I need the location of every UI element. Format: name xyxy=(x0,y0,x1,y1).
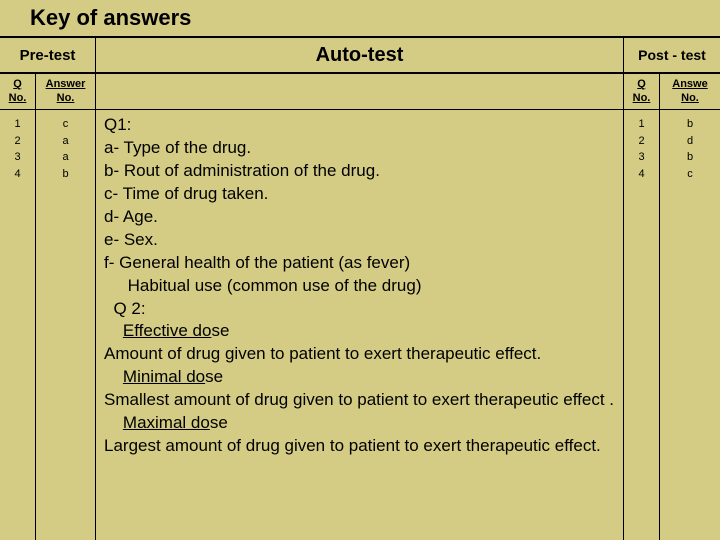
q2-minimal: Minimal dose xyxy=(104,366,615,389)
posttest-qnums: 1 2 3 4 xyxy=(624,110,660,540)
q2-effective-def: Amount of drug given to patient to exert… xyxy=(104,343,615,366)
posttest-answer-header: Answe No. xyxy=(660,74,720,109)
posttest-answers: b d b c xyxy=(660,110,720,540)
q2-label: Q 2: xyxy=(104,298,615,321)
q1-f: f- General health of the patient (as fev… xyxy=(104,252,615,275)
autotest-header: Auto-test xyxy=(96,38,624,72)
q2-minimal-def: Smallest amount of drug given to patient… xyxy=(104,389,615,412)
page-title: Key of answers xyxy=(30,5,191,31)
data-row: 1 2 3 4 c a a b Q1: a- Type of the drug.… xyxy=(0,110,720,540)
pretest-answer-header: Answer No. xyxy=(36,74,96,109)
header-row: Pre-test Auto-test Post - test xyxy=(0,38,720,74)
subheader-row: Q No. Answer No. Q No. Answe No. xyxy=(0,74,720,110)
q1-b: b- Rout of administration of the drug. xyxy=(104,160,615,183)
posttest-header: Post - test xyxy=(624,38,720,72)
q1-a: a- Type of the drug. xyxy=(104,137,615,160)
pretest-q-header: Q No. xyxy=(0,74,36,109)
autotest-subheader xyxy=(96,74,624,109)
pretest-qnums: 1 2 3 4 xyxy=(0,110,36,540)
q1-f2: Habitual use (common use of the drug) xyxy=(104,275,615,298)
q1-d: d- Age. xyxy=(104,206,615,229)
q2-maximal-def: Largest amount of drug given to patient … xyxy=(104,435,615,458)
posttest-q-header: Q No. xyxy=(624,74,660,109)
pretest-answers: c a a b xyxy=(36,110,96,540)
pretest-header: Pre-test xyxy=(0,38,96,72)
title-row: Key of answers xyxy=(0,0,720,38)
q2-effective: Effective dose xyxy=(104,320,615,343)
q2-maximal: Maximal dose xyxy=(104,412,615,435)
q1-label: Q1: xyxy=(104,114,615,137)
autotest-content: Q1: a- Type of the drug. b- Rout of admi… xyxy=(96,110,624,540)
q1-e: e- Sex. xyxy=(104,229,615,252)
q1-c: c- Time of drug taken. xyxy=(104,183,615,206)
